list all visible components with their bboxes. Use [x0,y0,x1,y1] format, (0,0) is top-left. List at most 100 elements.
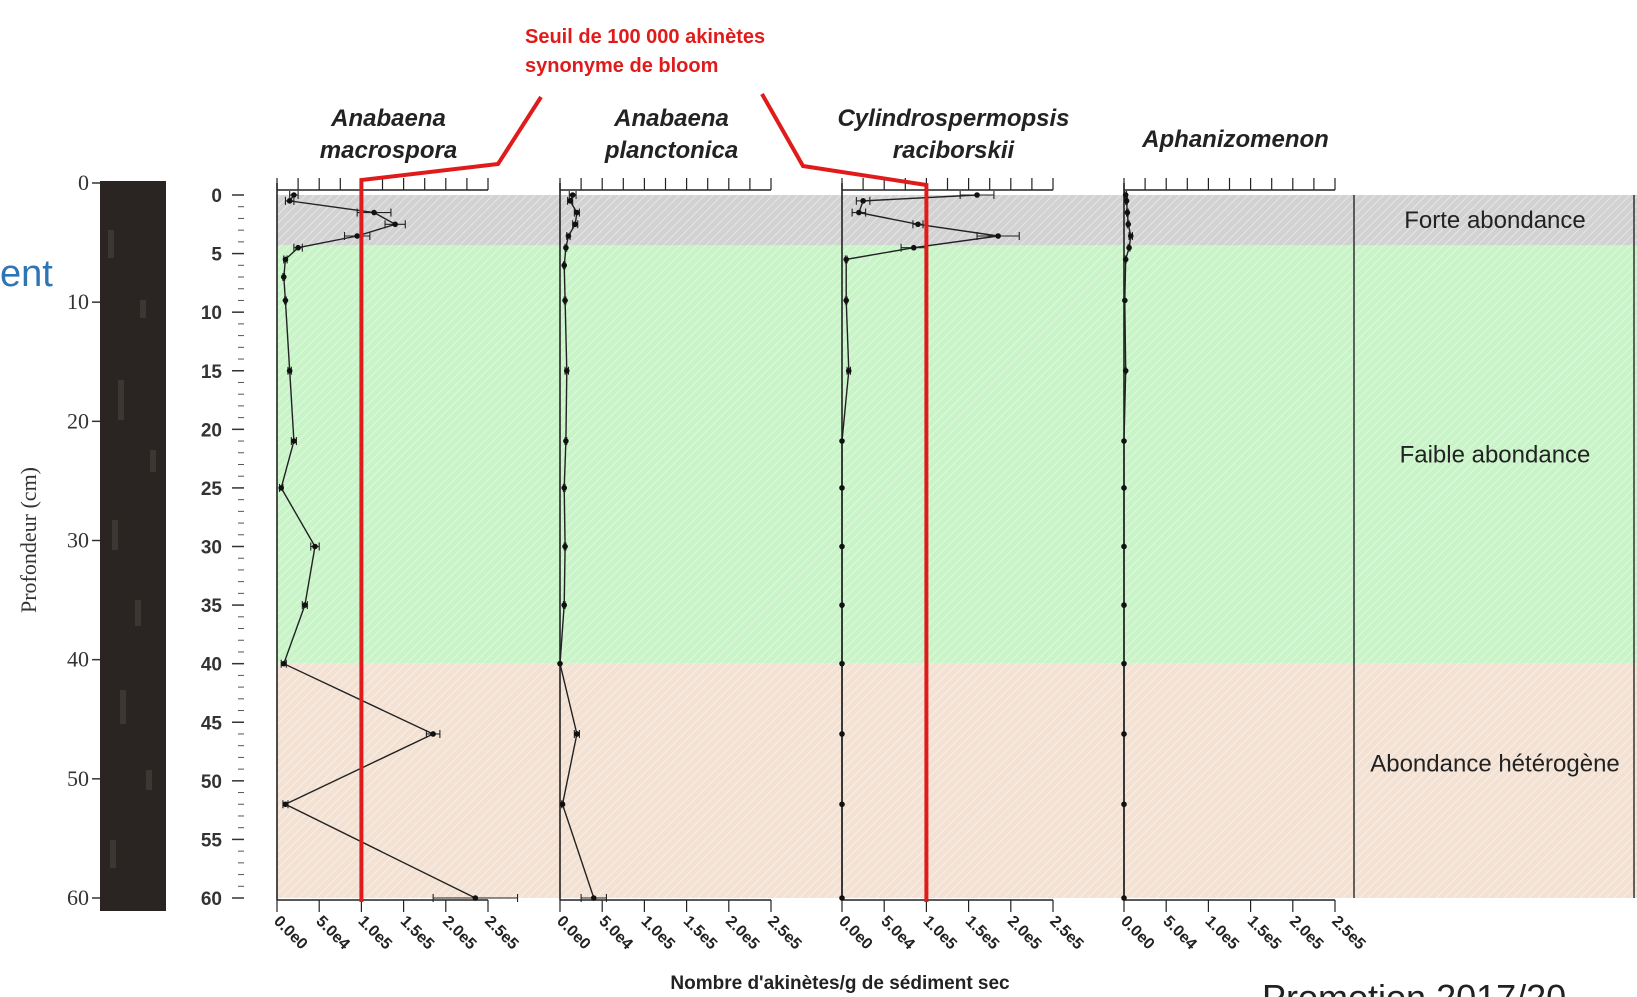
data-point [839,438,845,444]
zone-hatch [277,245,1637,664]
data-point [430,731,436,737]
data-point [843,256,850,263]
data-point [291,438,297,444]
depth-tick-label: 5 [211,245,222,266]
zone-label: Forte abondance [1404,207,1585,234]
zone-label: Faible abondance [1400,442,1591,469]
core-tick-label: 40 [67,647,89,672]
data-point [1122,297,1128,304]
core-streak [146,770,152,790]
core-tick-label: 50 [67,766,89,791]
depth-tick-label: 40 [201,655,222,676]
species-title: raciborskii [893,137,1016,164]
data-point [561,485,568,491]
core-tick-label: 0 [78,170,89,195]
depth-tick-label: 60 [201,889,222,910]
data-point [839,801,845,808]
threshold-annotation: Seuil de 100 000 akinètes synonyme de bl… [359,26,929,902]
data-point [562,543,568,550]
data-point [280,660,287,667]
callout-right [760,93,929,189]
core-streak [108,230,114,258]
x-tick-label: 5.0e4 [877,913,917,953]
data-point [286,367,293,374]
x-tick-label: 1.0e5 [638,913,678,953]
threshold-note-line-1: Seuil de 100 000 akinètes [525,26,765,48]
data-point [563,438,569,444]
data-point [860,198,866,204]
x-tick-label: 0.0e0 [270,913,310,953]
zone-label: Abondance hétérogène [1370,750,1620,777]
data-point [1121,895,1127,901]
data-point [472,895,479,901]
core-tick-label: 10 [67,289,89,314]
data-point [995,233,1001,239]
data-point [392,221,398,228]
x-tick-label: 2.0e5 [722,913,762,953]
data-point [565,233,572,239]
data-point [562,297,568,304]
depth-tick-label: 0 [211,186,222,207]
core-streak [112,520,118,550]
data-point [280,274,287,280]
x-tick-label: 2.0e5 [1004,913,1044,953]
core-depth-axis: 0 10 20 30 40 50 60 [67,170,100,910]
data-point [1121,801,1127,808]
depth-tick-label: 45 [201,713,223,734]
x-axis-label: Nombre d'akinètes/g de sédiment sec [670,973,1010,994]
data-point [559,801,566,808]
threshold-callout-lines [359,93,929,902]
core-tick-label: 30 [67,528,89,553]
data-point [282,801,289,808]
abundance-zones [277,195,1637,898]
depth-tick-label: 25 [201,479,223,500]
data-point [1122,256,1129,263]
core-axis-label: Profondeur (cm) [16,467,41,613]
data-point [845,367,852,374]
core-streak [150,450,156,472]
core-tick-label: 60 [67,885,89,910]
data-point [839,731,845,737]
x-tick-label: 2.5e5 [1328,913,1368,953]
x-tick-label: 2.0e5 [1286,913,1326,953]
x-tick-label: 1.0e5 [920,913,960,953]
footer-text-fragment: Promotion 2017/20 [1262,977,1566,997]
data-point [1121,485,1127,491]
data-point [590,895,597,901]
data-point [286,198,293,204]
zone-hatch [277,663,1637,898]
data-point [1125,221,1132,228]
data-point [839,895,845,901]
data-point [1121,602,1127,608]
core-streak [140,300,146,318]
data-point [839,543,845,550]
data-point [312,543,318,550]
depth-tick-label: 55 [201,830,223,851]
x-tick-label: 5.0e4 [1159,913,1199,953]
data-point [563,244,569,251]
data-point [561,602,568,608]
data-point [856,209,862,216]
depth-tick-label: 35 [201,596,223,617]
x-tick-label: 1.0e5 [355,913,395,953]
x-tick-label: 1.5e5 [397,913,437,953]
data-point [974,192,980,198]
data-point [839,602,845,608]
data-point [295,244,301,251]
data-point [282,256,289,263]
x-tick-label: 1.5e5 [680,913,720,953]
species-title: Aphanizomenon [1141,126,1329,153]
data-point [567,198,573,204]
data-point [1121,543,1127,550]
data-point [354,233,360,239]
depth-tick-label: 15 [201,362,223,383]
threshold-note-line-2: synonyme de bloom [525,55,718,77]
depth-axis: 0 5 10 15 20 25 30 35 40 45 50 55 60 [201,186,244,910]
data-point [563,367,570,374]
data-point [557,660,563,667]
data-point [569,192,576,198]
x-tick-label: 0.0e0 [835,913,875,953]
data-point [1121,731,1127,737]
zone-labels: Forte abondance Faible abondance Abondance… [1370,207,1620,777]
